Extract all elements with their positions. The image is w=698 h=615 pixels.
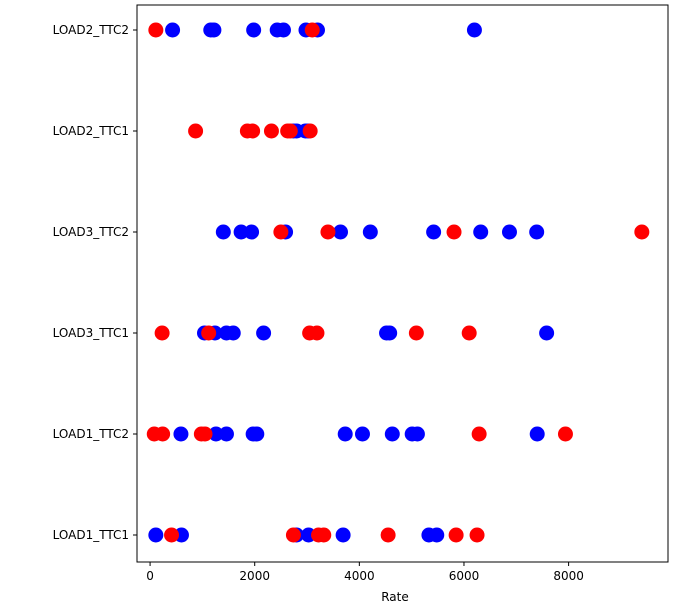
data-point	[354, 426, 370, 442]
data-point	[382, 325, 398, 341]
data-point	[337, 426, 353, 442]
y-axis-ticks: LOAD1_TTC1 LOAD1_TTC2 LOAD3_TTC1 LOAD3_TTC2…	[53, 23, 137, 542]
data-point	[225, 325, 241, 341]
x-tick-label: 4000	[344, 569, 375, 583]
data-point	[529, 426, 545, 442]
data-point	[320, 224, 336, 240]
data-point	[471, 426, 487, 442]
data-point	[218, 426, 234, 442]
data-point	[256, 325, 272, 341]
data-point	[246, 22, 262, 38]
data-point	[245, 123, 261, 139]
data-point	[244, 224, 260, 240]
x-axis-ticks: 0 2000 4000 6000 8000	[146, 562, 584, 583]
data-point	[446, 224, 462, 240]
y-tick-label: LOAD2_TTC2	[53, 23, 129, 37]
data-point	[304, 22, 320, 38]
data-point	[557, 426, 573, 442]
data-point	[409, 426, 425, 442]
y-tick-label: LOAD1_TTC2	[53, 427, 129, 441]
data-point	[164, 527, 180, 543]
data-point	[362, 224, 378, 240]
data-points	[146, 22, 650, 543]
data-point	[429, 527, 445, 543]
data-point	[384, 426, 400, 442]
data-point	[309, 325, 325, 341]
x-tick-label: 2000	[239, 569, 270, 583]
y-tick-label: LOAD3_TTC1	[53, 326, 129, 340]
data-point	[473, 224, 489, 240]
data-point	[335, 527, 351, 543]
data-point	[165, 22, 181, 38]
data-point	[206, 22, 222, 38]
data-point	[173, 426, 189, 442]
y-tick-label: LOAD3_TTC2	[53, 225, 129, 239]
data-point	[408, 325, 424, 341]
data-point	[333, 224, 349, 240]
data-point	[154, 325, 170, 341]
data-point	[448, 527, 464, 543]
data-point	[215, 224, 231, 240]
x-tick-label: 8000	[553, 569, 584, 583]
data-point	[201, 325, 217, 341]
data-point	[197, 426, 213, 442]
data-point	[302, 123, 318, 139]
data-point	[275, 22, 291, 38]
data-point	[634, 224, 650, 240]
data-point	[208, 426, 224, 442]
plot-frame	[136, 4, 669, 563]
x-tick-label: 0	[146, 569, 154, 583]
data-point	[461, 325, 477, 341]
data-point	[529, 224, 545, 240]
y-tick-label: LOAD1_TTC1	[53, 528, 129, 542]
data-point	[233, 224, 249, 240]
data-point	[426, 224, 442, 240]
x-axis-label: Rate	[381, 590, 409, 604]
data-point	[501, 224, 517, 240]
data-point	[539, 325, 555, 341]
data-point	[148, 527, 164, 543]
data-point	[469, 527, 485, 543]
data-point	[263, 123, 279, 139]
data-point	[466, 22, 482, 38]
data-point	[249, 426, 265, 442]
data-point	[285, 527, 301, 543]
data-point	[155, 426, 171, 442]
y-tick-label: LOAD2_TTC1	[53, 124, 129, 138]
data-point	[148, 22, 164, 38]
x-tick-label: 6000	[449, 569, 480, 583]
data-point	[316, 527, 332, 543]
data-point	[282, 123, 298, 139]
data-point	[188, 123, 204, 139]
data-point	[380, 527, 396, 543]
data-point	[273, 224, 289, 240]
